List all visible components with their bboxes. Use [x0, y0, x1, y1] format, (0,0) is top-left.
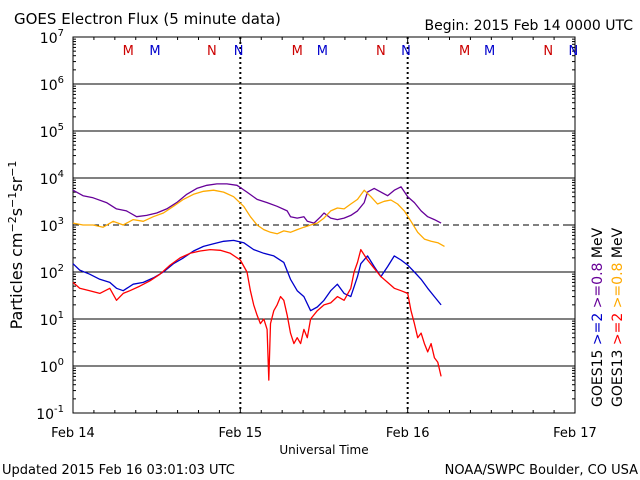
y-tick-base: 10 [40, 266, 58, 282]
marker-m: M [317, 44, 328, 59]
x-tick-label: Feb 16 [386, 426, 430, 441]
y-label-exp3: −1 [6, 161, 19, 177]
y-tick-label: 105 [40, 122, 64, 141]
y-tick-base: 10 [40, 360, 58, 376]
y-tick-exp: 6 [58, 75, 64, 86]
y-tick-label: 102 [40, 263, 64, 282]
series-line [72, 248, 442, 381]
y-axis-label: Particles cm−2s−1sr−1 [6, 161, 26, 330]
chart-title: GOES Electron Flux (5 minute data) [14, 10, 281, 28]
y-tick-label: 107 [40, 28, 64, 47]
y-tick-exp: 1 [58, 310, 64, 321]
y-tick-base: 10 [40, 31, 58, 47]
marker-n: N [401, 44, 411, 59]
series-line [72, 239, 442, 312]
credit: NOAA/SWPC Boulder, CO USA [445, 463, 638, 478]
marker-n: N [568, 44, 578, 59]
y-tick-label: 104 [40, 169, 64, 188]
x-tick-label: Feb 17 [553, 426, 597, 441]
y-label-sr: sr [7, 176, 26, 191]
marker-n: N [376, 44, 386, 59]
legend-unit: MeV [610, 227, 626, 258]
legend-satellite: GOES15 [590, 350, 606, 407]
marker-m: M [149, 44, 160, 59]
updated-time: Updated 2015 Feb 16 03:01:03 UTC [2, 463, 235, 478]
x-tick-label: Feb 14 [51, 426, 95, 441]
y-tick-base: 10 [36, 407, 54, 423]
x-axis-label: Universal Time [279, 443, 368, 457]
y-tick-base: 10 [40, 172, 58, 188]
legend-row: GOES13 >=2 >=0.8 MeV [610, 227, 626, 407]
y-tick-exp: 4 [58, 169, 64, 180]
marker-m: M [292, 44, 303, 59]
y-tick-label: 100 [40, 357, 64, 376]
legend-satellite: GOES13 [610, 350, 626, 407]
legend-row: GOES15 >=2 >=0.8 MeV [590, 227, 606, 407]
y-tick-exp: 0 [58, 357, 64, 368]
y-label-exp1: −2 [6, 216, 19, 232]
marker-n: N [207, 44, 217, 59]
y-tick-exp: 7 [58, 28, 64, 39]
legend-08mev: >=0.8 [590, 263, 606, 309]
y-tick-exp: 3 [58, 216, 64, 227]
x-axis-ticks: Feb 14 Feb 15 Feb 16 Feb 17 [51, 37, 597, 441]
legend-text: GOES13 >=2 >=0.8 MeV [610, 227, 626, 407]
marker-m: M [459, 44, 470, 59]
grid-lines [73, 37, 575, 413]
y-tick-exp: -1 [54, 404, 64, 415]
legend-text: GOES15 >=2 >=0.8 MeV [590, 227, 606, 407]
y-tick-exp: 5 [58, 122, 64, 133]
y-tick-base: 10 [40, 78, 58, 94]
legend-08mev: >=0.8 [610, 263, 626, 309]
y-label-exp2: −1 [6, 192, 19, 208]
y-tick-exp: 2 [58, 263, 64, 274]
y-tick-base: 10 [40, 313, 58, 329]
series-line [72, 183, 442, 224]
marker-n: N [543, 44, 553, 59]
x-tick-label: Feb 15 [218, 426, 262, 441]
y-label-main: Particles cm [7, 233, 26, 330]
legend-2mev: >=2 [590, 313, 606, 345]
legend-unit: MeV [590, 227, 606, 258]
y-label-s: s [7, 208, 26, 216]
y-tick-label: 103 [40, 216, 64, 235]
marker-m: M [123, 44, 134, 59]
y-tick-label: 10-1 [36, 404, 64, 423]
marker-m: M [484, 44, 495, 59]
begin-time: Begin: 2015 Feb 14 0000 UTC [425, 18, 634, 34]
marker-n: N [234, 44, 244, 59]
series-lines [72, 183, 445, 381]
y-tick-label: 106 [40, 75, 64, 94]
legend-2mev: >=2 [610, 313, 626, 345]
y-tick-base: 10 [40, 125, 58, 141]
series-line [72, 189, 445, 247]
y-tick-base: 10 [40, 219, 58, 235]
y-tick-label: 101 [40, 310, 64, 329]
